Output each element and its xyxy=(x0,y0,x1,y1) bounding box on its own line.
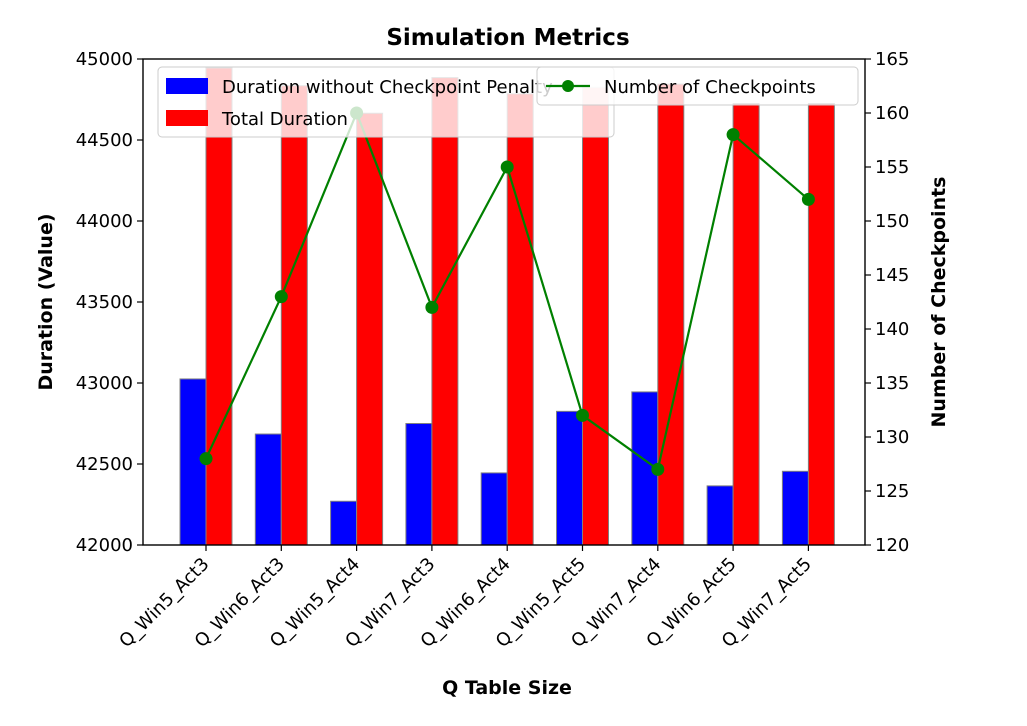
right-tick-label: 165 xyxy=(875,49,909,70)
bar-total-duration xyxy=(657,83,685,546)
point-checkpoints xyxy=(199,452,213,466)
right-tick-label: 120 xyxy=(875,535,909,556)
point-checkpoints xyxy=(500,160,514,174)
legend-right: Number of Checkpoints xyxy=(536,66,859,106)
right-tick-label: 125 xyxy=(875,481,909,502)
bar-total-duration xyxy=(506,93,534,546)
legend-left: Duration without Checkpoint Penalty Tota… xyxy=(157,66,615,138)
right-tick-label: 160 xyxy=(875,103,909,124)
bar-total-duration xyxy=(582,86,609,546)
bar-duration-without-penalty xyxy=(330,500,358,546)
legend-swatch-duration-without-penalty xyxy=(166,78,208,94)
bar-duration-without-penalty xyxy=(706,485,734,546)
left-tick-label: 42500 xyxy=(76,454,133,475)
bar-total-duration xyxy=(356,112,384,546)
right-tick-label: 145 xyxy=(875,265,909,286)
point-checkpoints xyxy=(651,462,665,476)
point-checkpoints xyxy=(726,128,740,142)
bar-duration-without-penalty xyxy=(556,410,583,546)
bar-duration-without-penalty xyxy=(405,423,433,546)
left-tick-label: 45000 xyxy=(76,49,133,70)
bar-total-duration xyxy=(280,85,308,546)
bar-duration-without-penalty xyxy=(781,470,809,546)
left-axis: 42000 42500 43000 43500 44000 44500 45000 xyxy=(76,49,143,556)
chart-title: Simulation Metrics xyxy=(386,25,629,51)
left-tick-label: 44000 xyxy=(76,211,133,232)
legend-label-total-duration: Total Duration xyxy=(221,109,348,130)
legend-label-checkpoints: Number of Checkpoints xyxy=(604,77,816,98)
left-tick-label: 43500 xyxy=(76,292,133,313)
bar-duration-without-penalty xyxy=(254,433,282,546)
bar-total-duration xyxy=(205,67,233,546)
legend-swatch-total-duration xyxy=(166,110,208,126)
legend-right-frame xyxy=(536,66,859,106)
point-checkpoints xyxy=(801,192,815,206)
right-axis: 120 125 130 135 140 145 150 155 160 165 xyxy=(865,49,909,556)
left-tick-label: 44500 xyxy=(76,130,133,151)
right-tick-label: 135 xyxy=(875,373,909,394)
x-axis: Q_Win5_Act3Q_Win6_Act3Q_Win5_Act4Q_Win7_… xyxy=(115,545,816,652)
right-axis-label: Number of Checkpoints xyxy=(928,177,950,428)
bar-total-duration xyxy=(732,103,760,546)
bar-total-duration xyxy=(807,103,835,546)
right-tick-label: 130 xyxy=(875,427,909,448)
point-checkpoints xyxy=(425,300,439,314)
point-checkpoints xyxy=(576,408,589,422)
left-axis-label: Duration (Value) xyxy=(35,213,57,390)
bar-duration-without-penalty xyxy=(480,472,508,546)
point-checkpoints xyxy=(274,290,288,304)
left-tick-label: 42000 xyxy=(76,535,133,556)
bars-layer xyxy=(179,67,835,546)
legend-label-duration-without-penalty: Duration without Checkpoint Penalty xyxy=(222,77,553,98)
legend-marker-checkpoints xyxy=(562,80,574,92)
right-tick-label: 150 xyxy=(875,211,909,232)
x-axis-label: Q Table Size xyxy=(442,677,572,699)
left-tick-label: 43000 xyxy=(76,373,133,394)
right-tick-label: 155 xyxy=(875,157,909,178)
right-tick-label: 140 xyxy=(875,319,909,340)
